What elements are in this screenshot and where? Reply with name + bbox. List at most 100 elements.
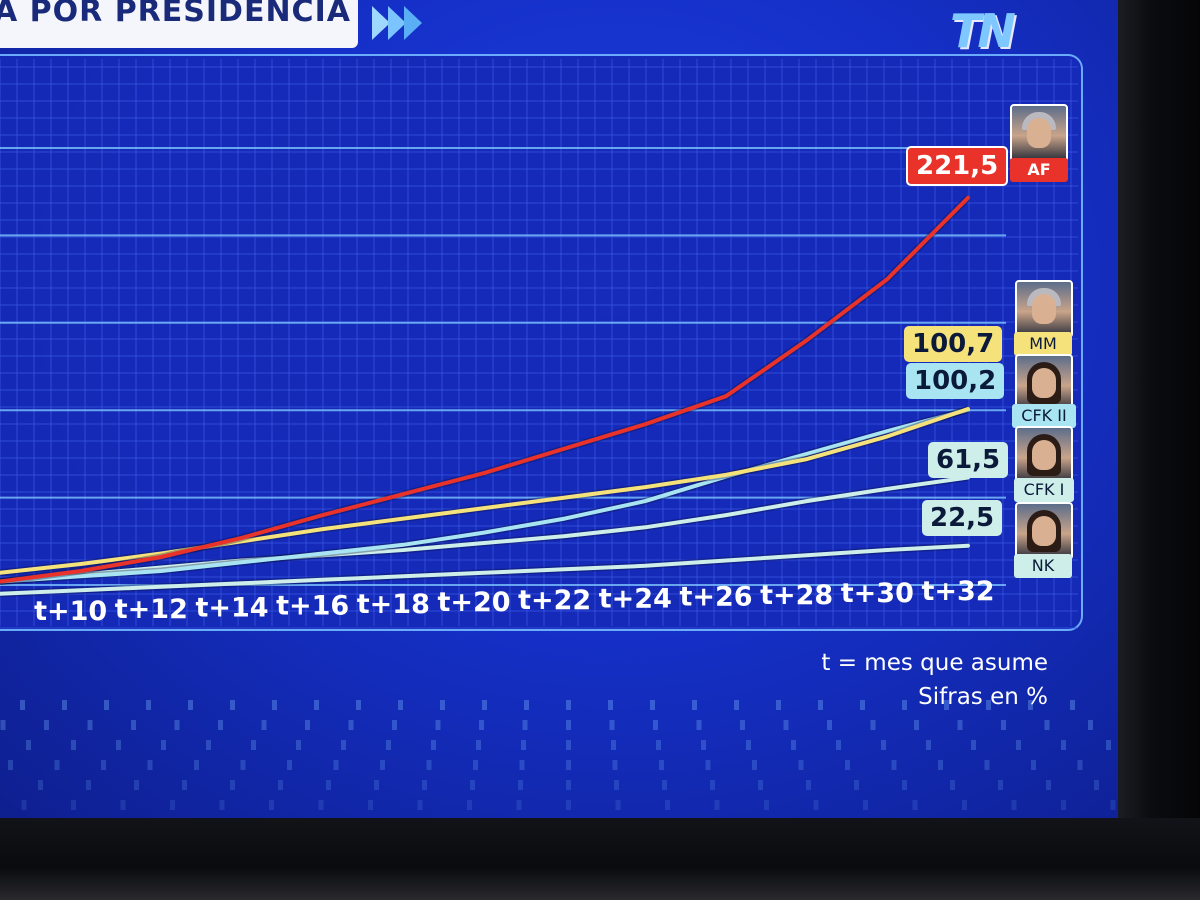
floor-dash xyxy=(71,800,76,810)
floor-dash xyxy=(134,780,139,790)
floor-dash xyxy=(518,780,523,790)
logo-text: TN xyxy=(950,4,1016,58)
tn-logo: TN xyxy=(950,4,1016,58)
floor-dash xyxy=(566,800,571,810)
floor-dash xyxy=(470,780,475,790)
floor-dash xyxy=(827,720,832,730)
floor-dash xyxy=(650,700,655,710)
floor-dash xyxy=(734,700,739,710)
legend-tag-cfk1: CFK I xyxy=(1014,478,1074,502)
x-tick-label: t+30 xyxy=(841,578,914,609)
legend-tag-cfk2: CFK II xyxy=(1012,404,1076,428)
floor-dash xyxy=(1061,740,1066,750)
floor-dash xyxy=(1011,800,1017,810)
floor-dash xyxy=(1077,760,1083,770)
series-line-cfk-i xyxy=(0,475,970,584)
floor-dash xyxy=(791,740,796,750)
floor-dash xyxy=(696,720,702,730)
floor-dash xyxy=(891,760,897,770)
floor-dash xyxy=(8,760,13,770)
floor-dash xyxy=(392,720,397,730)
footnote-line-1: t = mes que asume xyxy=(821,650,1048,676)
floor-dash xyxy=(701,740,706,750)
floor-dash xyxy=(566,720,571,730)
floor-dash xyxy=(341,740,346,750)
floor-dash xyxy=(1044,720,1050,730)
series-line-nk xyxy=(0,543,970,596)
floor-dash xyxy=(101,760,106,770)
x-tick-label: t+10 xyxy=(34,596,107,627)
floor-dash xyxy=(758,780,763,790)
floor-dash xyxy=(710,780,715,790)
x-tick-label: t+24 xyxy=(599,583,672,614)
title-banner: A POR PRESIDENCIA xyxy=(0,0,358,48)
floor-dash xyxy=(611,740,616,750)
floor-dash xyxy=(230,700,235,710)
floor-dash xyxy=(1110,800,1116,810)
floor-dash xyxy=(764,800,769,810)
floor-dash xyxy=(296,740,301,750)
floor-dash xyxy=(522,720,528,730)
floor-dash xyxy=(326,780,331,790)
floor-dash xyxy=(912,800,918,810)
x-tick-label: t+12 xyxy=(115,594,188,625)
floor-dash xyxy=(269,800,274,810)
page-title: A POR PRESIDENCIA xyxy=(0,0,351,29)
end-value-mm: 100,7 xyxy=(904,326,1003,362)
legend-tag-af: AF xyxy=(1010,158,1068,182)
x-tick-label: t+22 xyxy=(518,585,591,616)
floor-dash xyxy=(20,700,25,710)
floor-dash xyxy=(426,760,432,770)
floor-dash xyxy=(21,800,27,810)
floor-dash xyxy=(662,780,667,790)
tv-bezel-right xyxy=(1118,0,1200,900)
floor-dash xyxy=(38,780,43,790)
floor-dash xyxy=(131,720,136,730)
floor-dash xyxy=(278,780,283,790)
floor-dash xyxy=(986,700,991,710)
floor-dash xyxy=(776,700,781,710)
floor-dash xyxy=(182,780,187,790)
floor-dash xyxy=(521,740,526,750)
floor-dash xyxy=(194,760,199,770)
floor-dash xyxy=(836,740,841,750)
floor-dash xyxy=(188,700,193,710)
floor-dash xyxy=(356,700,361,710)
floor-dash xyxy=(854,780,859,790)
footnote: t = mes que asume Sifras en % xyxy=(760,646,1048,714)
floor-dash xyxy=(1028,700,1033,710)
floor-dash xyxy=(614,780,619,790)
floor-dash xyxy=(818,700,823,710)
floor-dash xyxy=(860,700,865,710)
floor-dash xyxy=(1046,780,1051,790)
floor-dash xyxy=(87,720,93,730)
floor-dash xyxy=(435,720,441,730)
floor-dash xyxy=(272,700,277,710)
end-value-cfk2: 100,2 xyxy=(906,363,1005,399)
floor-dash xyxy=(746,740,751,750)
floor-dash xyxy=(566,740,571,750)
floor-dash xyxy=(656,740,661,750)
series-line-af xyxy=(0,195,970,584)
floor-dash xyxy=(206,740,211,750)
floor-dash xyxy=(806,780,811,790)
floor-dash xyxy=(615,800,621,810)
floor-dash xyxy=(950,780,955,790)
floor-dash xyxy=(476,740,481,750)
floor-dash xyxy=(398,700,403,710)
floor-dash xyxy=(752,760,757,770)
floor-dash xyxy=(305,720,310,730)
floor-dash xyxy=(863,800,868,810)
floor-dash xyxy=(524,700,529,710)
floor-dash xyxy=(161,740,166,750)
x-tick-label: t+20 xyxy=(437,587,510,618)
floor-dash xyxy=(798,760,804,770)
floor-dash xyxy=(944,700,949,710)
floor-dash xyxy=(54,760,60,770)
floor-dash xyxy=(845,760,850,770)
floor-dash xyxy=(516,800,522,810)
floor-dash xyxy=(44,720,49,730)
floor-dash xyxy=(653,720,658,730)
floor-dash xyxy=(1070,700,1075,710)
floor-dash xyxy=(230,780,235,790)
